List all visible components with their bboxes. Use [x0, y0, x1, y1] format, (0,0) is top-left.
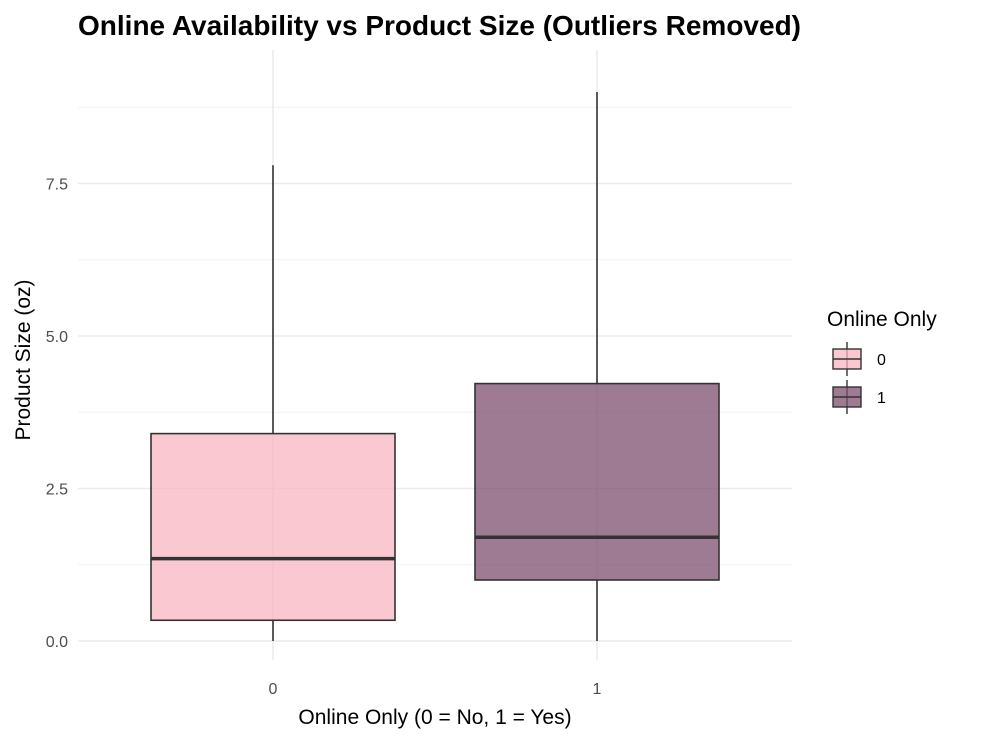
box-1 — [474, 92, 720, 641]
y-axis: 0.0 2.5 5.0 7.5 — [46, 177, 68, 652]
legend-item-1: 1 — [832, 380, 886, 414]
y-tick-label: 7.5 — [46, 177, 68, 194]
y-tick-label: 5.0 — [46, 329, 68, 346]
box-0 — [150, 165, 396, 641]
x-tick-label: 1 — [593, 681, 602, 698]
chart-title: Online Availability vs Product Size (Out… — [78, 10, 801, 41]
legend-item-0: 0 — [832, 342, 886, 376]
x-tick-label: 0 — [269, 681, 278, 698]
legend: Online Only 0 1 — [827, 308, 937, 414]
legend-label: 1 — [877, 390, 886, 407]
y-tick-label: 0.0 — [46, 634, 68, 651]
legend-label: 0 — [877, 352, 886, 369]
x-axis-title: Online Only (0 = No, 1 = Yes) — [298, 706, 571, 729]
box-body — [474, 382, 720, 581]
box-body — [150, 432, 396, 622]
legend-title: Online Only — [827, 308, 937, 331]
y-axis-title: Product Size (oz) — [12, 279, 35, 440]
y-tick-label: 2.5 — [46, 482, 68, 499]
plot-area — [150, 92, 720, 641]
